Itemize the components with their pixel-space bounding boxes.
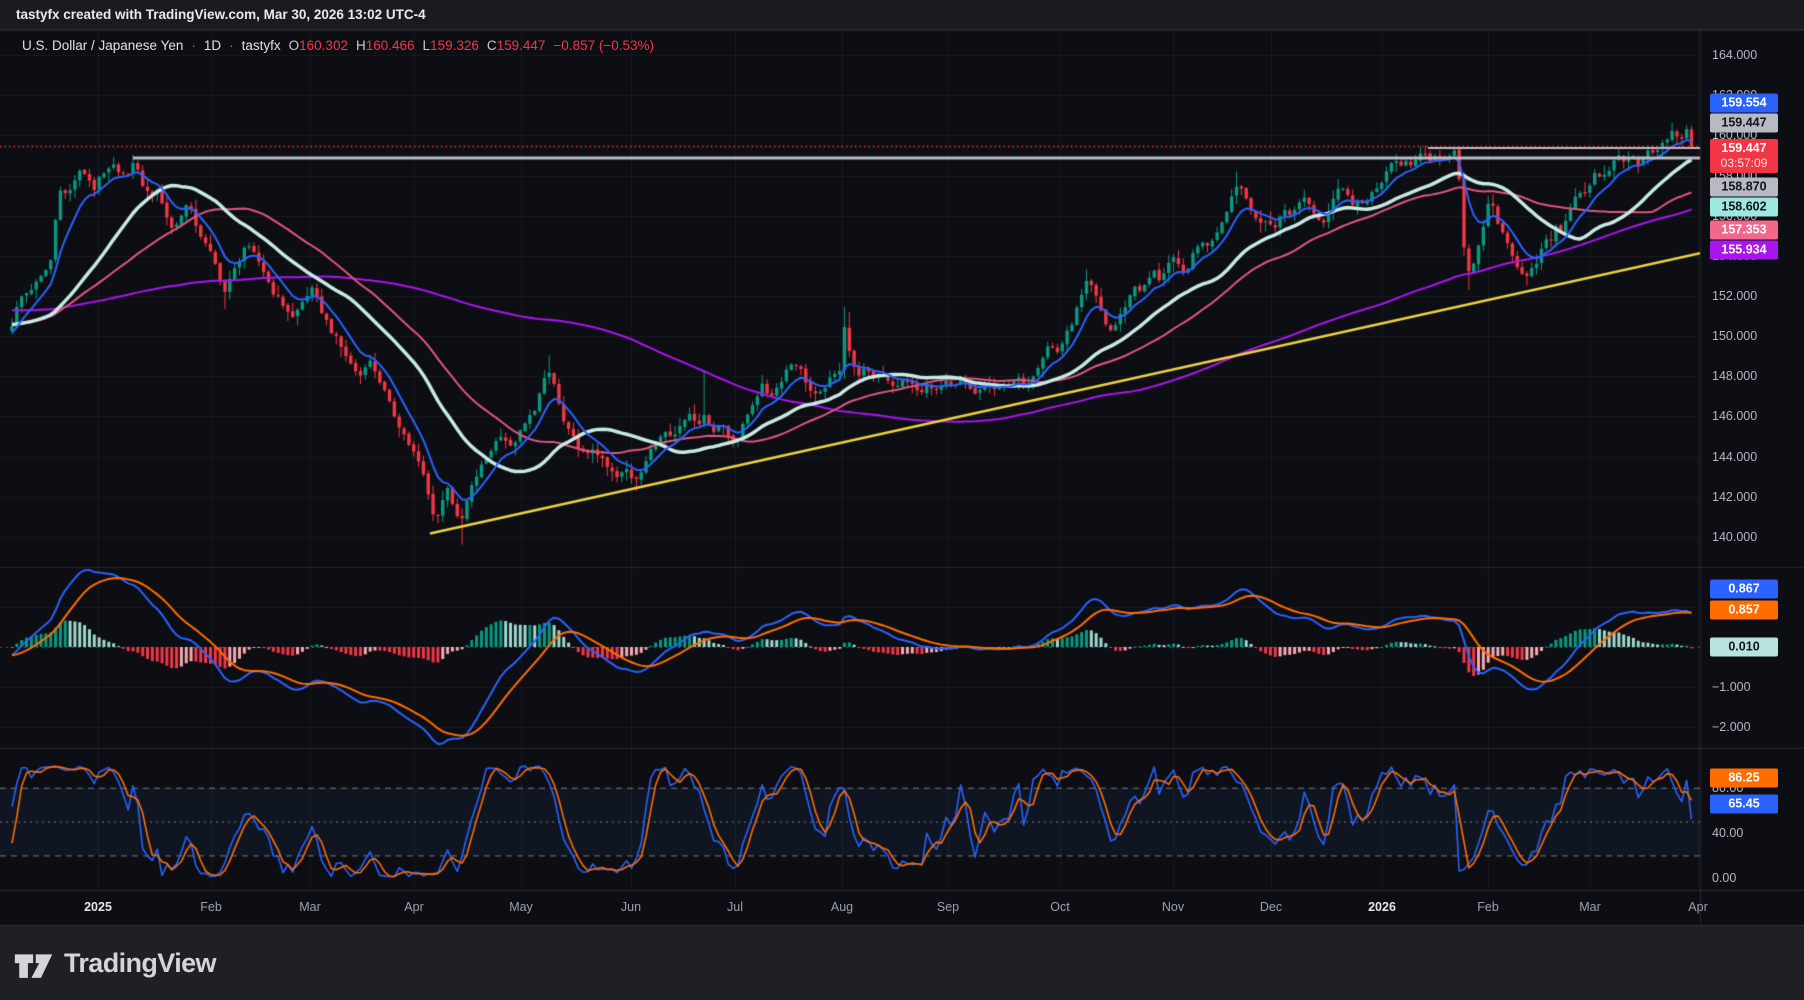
price-axis-tick: 142.000 xyxy=(1712,490,1757,504)
time-axis-label: Aug xyxy=(831,900,853,914)
price-axis-tick: 146.000 xyxy=(1712,409,1757,423)
time-axis-label: 2026 xyxy=(1368,900,1396,914)
price-scale-label: 159.554 xyxy=(1710,94,1778,113)
top-bar: tastyfx created with TradingView.com, Ma… xyxy=(0,0,1804,30)
price-axis-tick: 144.000 xyxy=(1712,450,1757,464)
time-axis-label: Mar xyxy=(299,900,321,914)
ohlc-open: O160.302 xyxy=(289,38,348,53)
time-axis-label: 2025 xyxy=(84,900,112,914)
time-axis-label: Feb xyxy=(1477,900,1499,914)
time-axis-label: May xyxy=(509,900,533,914)
chart-canvas[interactable] xyxy=(0,0,1804,1000)
price-axis-tick: 140.000 xyxy=(1712,530,1757,544)
exchange-label: tastyfx xyxy=(242,38,281,53)
macd-axis-tick: −2.000 xyxy=(1712,720,1751,734)
price-scale-label: 155.934 xyxy=(1710,241,1778,260)
time-axis-label: Feb xyxy=(200,900,222,914)
time-axis-label: Dec xyxy=(1260,900,1282,914)
macd-axis-tick: −1.000 xyxy=(1712,680,1751,694)
time-axis-label: Apr xyxy=(1688,900,1707,914)
price-axis-tick: 148.000 xyxy=(1712,369,1757,383)
time-axis-label: Apr xyxy=(404,900,423,914)
time-axis-label: Jun xyxy=(621,900,641,914)
bottom-bar: TradingView xyxy=(0,925,1804,1000)
price-scale-label: 159.44703:57:09 xyxy=(1710,139,1778,173)
stoch-value-label: 86.25 xyxy=(1710,769,1778,788)
symbol-name: U.S. Dollar / Japanese Yen xyxy=(22,38,183,53)
price-axis-tick: 150.000 xyxy=(1712,329,1757,343)
price-scale-label: 157.353 xyxy=(1710,221,1778,240)
macd-value-label: 0.857 xyxy=(1710,601,1778,620)
tradingview-logo[interactable]: TradingView xyxy=(14,948,216,980)
macd-value-label: 0.010 xyxy=(1710,638,1778,657)
price-axis-tick: 164.000 xyxy=(1712,48,1757,62)
symbol-header: U.S. Dollar / Japanese Yen · 1D · tastyf… xyxy=(22,38,654,53)
ohlc-high: H160.466 xyxy=(356,38,415,53)
price-scale-label: 158.602 xyxy=(1710,198,1778,217)
price-scale-label: 158.870 xyxy=(1710,178,1778,197)
time-axis-label: Oct xyxy=(1050,900,1069,914)
separator-dot: · xyxy=(229,38,234,53)
attribution-text: tastyfx created with TradingView.com, Ma… xyxy=(16,7,426,22)
separator-dot: · xyxy=(191,38,196,53)
tradingview-logo-icon xyxy=(14,948,54,980)
tradingview-logo-text: TradingView xyxy=(64,948,216,979)
stoch-value-label: 65.45 xyxy=(1710,795,1778,814)
time-axis-label: Nov xyxy=(1162,900,1184,914)
countdown-timer: 03:57:09 xyxy=(1710,156,1778,171)
ohlc-close: C159.447 xyxy=(487,38,546,53)
interval-label: 1D xyxy=(204,38,221,53)
ohlc-low: L159.326 xyxy=(423,38,479,53)
stoch-axis-tick: 40.00 xyxy=(1712,826,1743,840)
time-axis-label: Sep xyxy=(937,900,959,914)
price-axis-tick: 152.000 xyxy=(1712,289,1757,303)
change-value: −0.857 (−0.53%) xyxy=(553,38,654,53)
stoch-axis-tick: 0.00 xyxy=(1712,871,1736,885)
price-scale-label: 159.447 xyxy=(1710,114,1778,133)
macd-value-label: 0.867 xyxy=(1710,580,1778,599)
tradingview-snapshot: tastyfx created with TradingView.com, Ma… xyxy=(0,0,1804,1000)
time-axis-label: Mar xyxy=(1579,900,1601,914)
time-axis-label: Jul xyxy=(727,900,743,914)
